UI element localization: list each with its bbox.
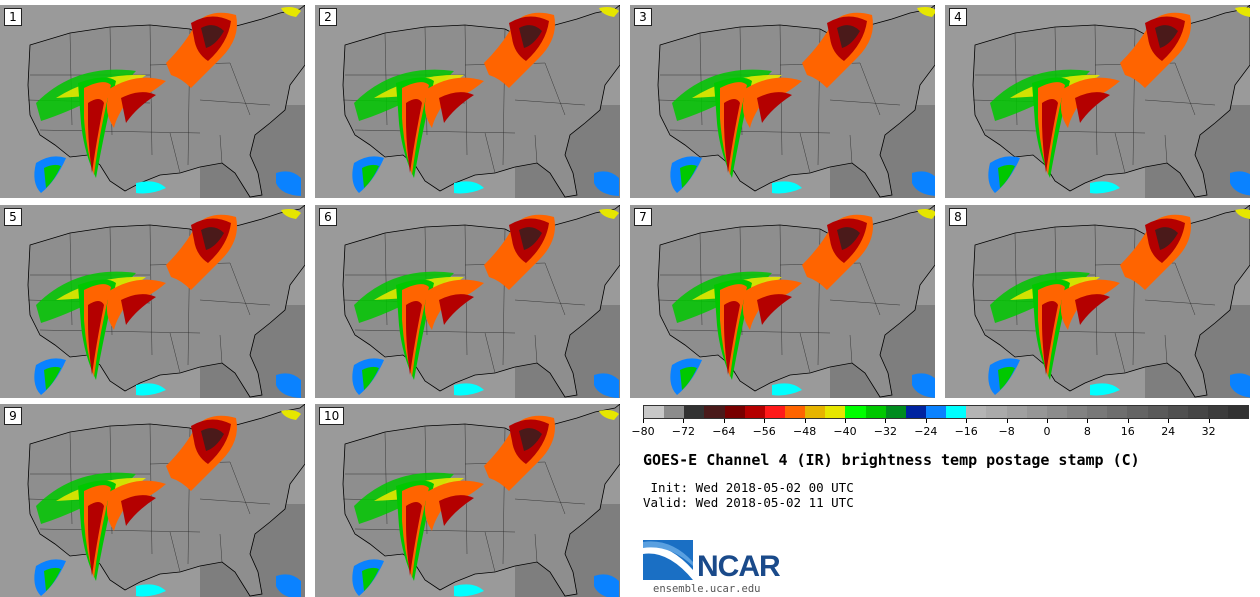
colorbar-tick-mark — [1208, 419, 1210, 423]
init-time: Init: Wed 2018-05-02 00 UTC — [643, 480, 854, 495]
colorbar-bin — [744, 406, 765, 418]
colorbar — [643, 405, 1249, 419]
ncar-logo-icon — [643, 540, 693, 580]
colorbar-tick-mark — [643, 419, 644, 423]
colorbar-bin — [1026, 406, 1047, 418]
colorbar-bin — [1087, 406, 1108, 418]
panel-number: 5 — [4, 208, 22, 226]
colorbar-bin — [764, 406, 785, 418]
colorbar-tick-label: −72 — [671, 425, 695, 438]
colorbar-bin — [1107, 406, 1128, 418]
forecast-panel: 2 — [315, 5, 620, 198]
valid-time: Valid: Wed 2018-05-02 11 UTC — [643, 495, 854, 510]
panel-number: 1 — [4, 8, 22, 26]
colorbar-tick-mark — [804, 419, 806, 423]
colorbar-tick-mark — [683, 419, 685, 423]
colorbar-bin — [845, 406, 866, 418]
colorbar-bin — [1006, 406, 1027, 418]
colorbar-bin — [1147, 406, 1168, 418]
colorbar-bin — [946, 406, 967, 418]
colorbar-tick-mark — [1168, 419, 1170, 423]
panel-number: 2 — [319, 8, 337, 26]
forecast-panel: 5 — [0, 205, 305, 398]
colorbar-tick-mark — [845, 419, 846, 423]
panel-number: 7 — [634, 208, 652, 226]
colorbar-tick-mark — [966, 419, 968, 423]
ir-map — [315, 404, 620, 597]
colorbar-tick-label: −32 — [873, 425, 897, 438]
ir-map — [0, 404, 305, 597]
colorbar-tick-label: 16 — [1120, 425, 1135, 438]
colorbar-tick-label: 32 — [1201, 425, 1216, 438]
colorbar-bin — [724, 406, 745, 418]
colorbar-tick-label: −48 — [792, 425, 817, 438]
forecast-panel: 9 — [0, 404, 305, 597]
forecast-panel: 7 — [630, 205, 935, 398]
colorbar-bin — [1228, 406, 1249, 418]
colorbar-tick-mark — [1047, 419, 1048, 423]
colorbar-bin — [986, 406, 1007, 418]
colorbar-tick-label: 8 — [1083, 425, 1091, 438]
ir-map — [0, 5, 305, 198]
ir-map — [315, 5, 620, 198]
colorbar-bin — [1046, 406, 1067, 418]
colorbar-tick-label: −8 — [998, 425, 1015, 438]
colorbar-tick-mark — [1127, 419, 1129, 423]
colorbar-bin — [784, 406, 806, 418]
colorbar-tick-label: −80 — [631, 425, 655, 438]
ir-map — [945, 5, 1250, 198]
colorbar-tick-label: −16 — [954, 425, 978, 438]
colorbar-bin — [704, 406, 725, 418]
colorbar-bin — [664, 406, 685, 418]
panel-number: 8 — [949, 208, 967, 226]
colorbar-bin — [1207, 406, 1229, 418]
colorbar-bin — [684, 406, 705, 418]
colorbar-tick-label: 24 — [1161, 425, 1176, 438]
colorbar-bin — [1187, 406, 1208, 418]
forecast-panel: 1 — [0, 5, 305, 198]
colorbar-bin — [905, 406, 926, 418]
colorbar-tick-mark — [885, 419, 887, 423]
colorbar-tick-label: 0 — [1043, 425, 1051, 438]
colorbar-bin — [1066, 406, 1088, 418]
colorbar-tick-mark — [723, 419, 725, 423]
colorbar-bin — [1127, 406, 1148, 418]
site-url: ensemble.ucar.edu — [653, 583, 761, 595]
colorbar-bin — [825, 406, 846, 418]
colorbar-tick-label: −40 — [833, 425, 857, 438]
colorbar-bin — [885, 406, 906, 418]
colorbar-tick-label: −24 — [914, 425, 938, 438]
forecast-panel: 8 — [945, 205, 1250, 398]
panel-number: 4 — [949, 8, 967, 26]
colorbar-bin — [805, 406, 826, 418]
ir-map — [0, 205, 305, 398]
colorbar-tick-label: −64 — [712, 425, 736, 438]
colorbar-tick-mark — [925, 419, 927, 423]
ncar-logo-text: NCAR — [697, 550, 781, 583]
colorbar-tick-mark — [764, 419, 766, 423]
colorbar-tick-mark — [1006, 419, 1008, 423]
colorbar-bin — [966, 406, 987, 418]
colorbar-tick-mark — [1087, 419, 1089, 423]
panel-number: 3 — [634, 8, 652, 26]
colorbar-tick-label: −56 — [752, 425, 776, 438]
forecast-panel: 6 — [315, 205, 620, 398]
ir-map — [315, 205, 620, 398]
forecast-panel: 4 — [945, 5, 1250, 198]
ir-map — [945, 205, 1250, 398]
forecast-panel: 3 — [630, 5, 935, 198]
forecast-panel: 10 — [315, 404, 620, 597]
ir-map — [630, 5, 935, 198]
panel-number: 9 — [4, 407, 22, 425]
colorbar-bin — [1167, 406, 1188, 418]
panel-number: 6 — [319, 208, 337, 226]
colorbar-bin — [865, 406, 886, 418]
plot-title: GOES-E Channel 4 (IR) brightness temp po… — [643, 451, 1140, 469]
colorbar-bin — [925, 406, 947, 418]
ir-map — [630, 205, 935, 398]
colorbar-bin — [644, 406, 665, 418]
ncar-logo — [643, 540, 697, 584]
panel-number: 10 — [319, 407, 345, 425]
